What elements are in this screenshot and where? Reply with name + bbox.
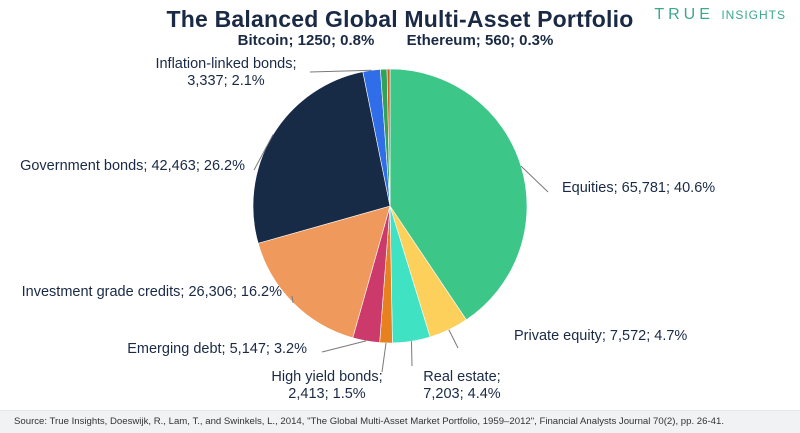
slice-label-investment-grade-credits: Investment grade credits; 26,306; 16.2% (22, 284, 282, 300)
leader-line-inflation-linked-bonds (309, 69, 372, 73)
brand-logo: TRUE INSIGHTS (654, 6, 786, 24)
pie-slice-government-bonds (252, 71, 391, 244)
slice-label-inflation-linked-bonds: Inflation-linked bonds; 3,337; 2.1% (155, 56, 296, 89)
pie-slices (252, 68, 528, 344)
leader-line-emerging-debt (321, 340, 367, 353)
leader-line-real-estate (410, 341, 413, 367)
slice-label-real-estate: Real estate; 7,203; 4.4% (423, 369, 500, 402)
slice-label-high-yield-bonds: High yield bonds; 2,413; 1.5% (271, 369, 382, 402)
pie-slice-ethereum (386, 68, 391, 207)
slice-label-private-equity: Private equity; 7,572; 4.7% (514, 328, 687, 344)
leader-lines (253, 69, 549, 373)
leader-line-private-equity (448, 329, 459, 349)
leader-line-equities (520, 165, 549, 193)
leader-line-high-yield-bonds (381, 342, 387, 373)
leader-line-government-bonds (253, 134, 274, 171)
chart-title: The Balanced Global Multi-Asset Portfoli… (166, 6, 634, 32)
brand-primary: TRUE (654, 6, 714, 23)
source-footnote: Source: True Insights, Doeswijk, R., Lam… (0, 410, 800, 433)
slice-label-government-bonds: Government bonds; 42,463; 26.2% (20, 158, 245, 174)
slice-label-bitcoin: Bitcoin; 1250; 0.8% (238, 32, 375, 49)
leader-line-investment-grade-credits (291, 295, 294, 303)
slice-label-ethereum: Ethereum; 560; 0.3% (407, 32, 554, 49)
brand-secondary: INSIGHTS (721, 8, 786, 22)
slice-label-equities: Equities; 65,781; 40.6% (562, 180, 715, 196)
slice-labels: Equities; 65,781; 40.6% Private equity; 7… (20, 32, 715, 402)
slice-label-emerging-debt: Emerging debt; 5,147; 3.2% (127, 341, 307, 357)
